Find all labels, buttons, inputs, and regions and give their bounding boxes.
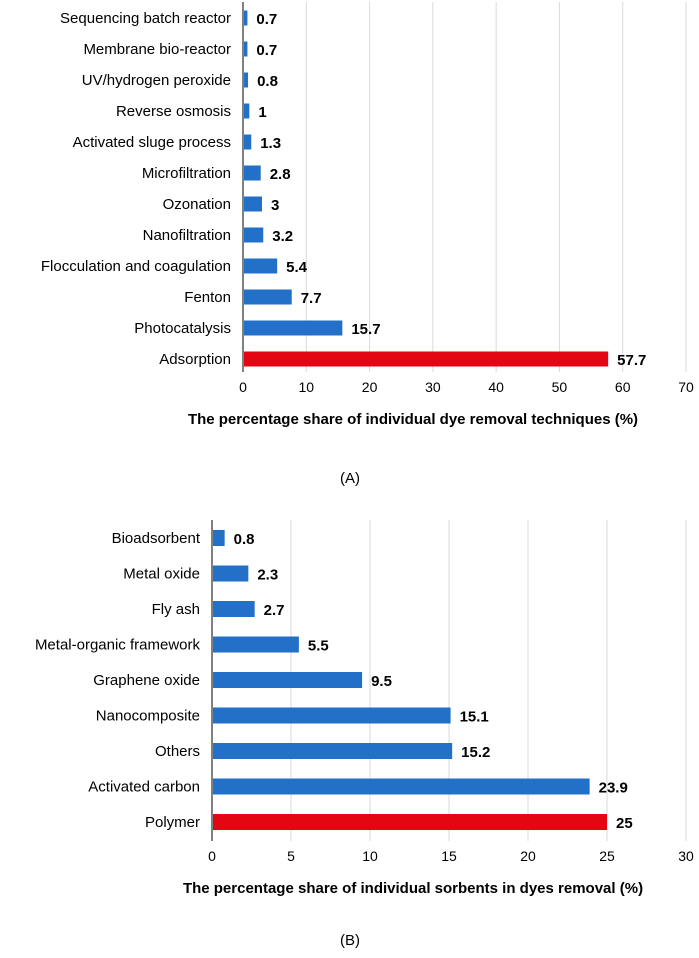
chart-b-tick-label: 30	[678, 848, 694, 864]
chart-b-category-label: Nanocomposite	[96, 708, 200, 725]
chart-b-tick-label: 15	[441, 848, 457, 864]
chart-a-category-label: Ozonation	[163, 196, 231, 213]
chart-b-bar	[213, 778, 590, 795]
chart-a-category-label: Reverse osmosis	[116, 103, 231, 120]
chart-b-tick-label: 20	[520, 848, 536, 864]
chart-b-category-label: Polymer	[145, 814, 200, 831]
chart-a-category-label: Nanofiltration	[143, 227, 231, 244]
chart-a-tick-label: 30	[425, 379, 441, 395]
chart-b-value-label: 5.5	[308, 638, 329, 655]
chart-b-bar	[213, 743, 453, 759]
chart-a-value-label: 15.7	[351, 321, 380, 338]
chart-b-value-label: 2.7	[264, 602, 285, 619]
chart-b-bar	[213, 814, 607, 830]
chart-b-x-axis-title: The percentage share of individual sorbe…	[183, 880, 643, 897]
chart-a-value-label: 57.7	[617, 352, 646, 369]
chart-a-category-label: Sequencing batch reactor	[60, 10, 231, 27]
chart-b-bar	[213, 601, 255, 617]
chart-a-category-label: UV/hydrogen peroxide	[82, 72, 231, 89]
chart-a-category-label: Adsorption	[159, 351, 231, 368]
chart-a-value-label: 0.8	[257, 73, 278, 90]
chart-a-value-label: 1.3	[260, 135, 281, 152]
chart-a-bar	[244, 41, 248, 57]
chart-b-category-label: Fly ash	[152, 601, 200, 618]
chart-a-bar	[244, 165, 261, 181]
chart-a-category-label: Fenton	[184, 289, 231, 306]
chart-a-bar	[244, 10, 248, 26]
chart-b-value-label: 2.3	[257, 567, 278, 584]
chart-a-category-label: Microfiltration	[142, 165, 231, 182]
chart-b-category-label: Graphene oxide	[93, 672, 200, 689]
chart-b-panel-label: (B)	[340, 932, 360, 949]
chart-a-x-axis-title: The percentage share of individual dye r…	[188, 411, 638, 428]
chart-a-category-label: Membrane bio-reactor	[83, 41, 231, 58]
chart-b-bar	[213, 530, 225, 546]
chart-a-bar	[244, 351, 609, 367]
chart-a-value-label: 0.7	[256, 42, 277, 59]
chart-b-category-label: Activated carbon	[88, 779, 200, 796]
chart-b-value-label: 15.2	[461, 744, 490, 761]
chart-a-bar	[244, 227, 264, 243]
chart-b-tick-label: 25	[599, 848, 615, 864]
chart-b-category-label: Others	[155, 743, 200, 760]
chart-a-value-label: 5.4	[286, 259, 308, 276]
chart-b-bar	[213, 636, 299, 653]
chart-a-value-label: 7.7	[301, 290, 322, 307]
chart-a-tick-label: 40	[488, 379, 504, 395]
chart-a-value-label: 3	[271, 197, 279, 214]
chart-a-value-label: 3.2	[272, 228, 293, 245]
chart-b-tick-label: 10	[362, 848, 378, 864]
chart-b-value-label: 15.1	[460, 709, 489, 726]
chart-a-value-label: 0.7	[256, 11, 277, 28]
chart-a-bar	[244, 258, 278, 274]
chart-a-bar	[244, 320, 343, 336]
chart-b-value-label: 0.8	[234, 531, 255, 548]
chart-b-bar	[213, 565, 249, 582]
chart-b-bar	[213, 707, 451, 724]
chart-a-bar	[244, 196, 262, 212]
chart-a-tick-label: 70	[678, 379, 694, 395]
chart-b-category-label: Bioadsorbent	[112, 530, 201, 547]
chart-b-category-label: Metal-organic framework	[35, 637, 201, 654]
chart-a-category-label: Activated sluge process	[73, 134, 231, 151]
chart-b-tick-label: 5	[287, 848, 295, 864]
chart-a-panel-label: (A)	[340, 470, 360, 487]
chart-a-bar	[244, 289, 292, 305]
chart-a-bar	[244, 72, 249, 88]
chart-a-tick-label: 20	[362, 379, 378, 395]
chart-b-tick-label: 0	[208, 848, 216, 864]
chart-b-category-label: Metal oxide	[123, 566, 200, 583]
chart-a-category-label: Photocatalysis	[134, 320, 231, 337]
chart-a-value-label: 1	[258, 104, 266, 121]
chart-a-category-label: Flocculation and coagulation	[41, 258, 231, 275]
chart-a-bar	[244, 134, 252, 150]
chart-a-tick-label: 60	[615, 379, 631, 395]
chart-a-tick-label: 50	[552, 379, 568, 395]
chart-b-bar	[213, 672, 363, 688]
chart-b-value-label: 9.5	[371, 673, 392, 690]
chart-b-value-label: 25	[616, 815, 633, 832]
chart-a-value-label: 2.8	[270, 166, 291, 183]
chart-a-tick-label: 0	[239, 379, 247, 395]
chart-b-value-label: 23.9	[599, 780, 628, 797]
chart-a-tick-label: 10	[298, 379, 314, 395]
chart-a-bar	[244, 103, 250, 119]
